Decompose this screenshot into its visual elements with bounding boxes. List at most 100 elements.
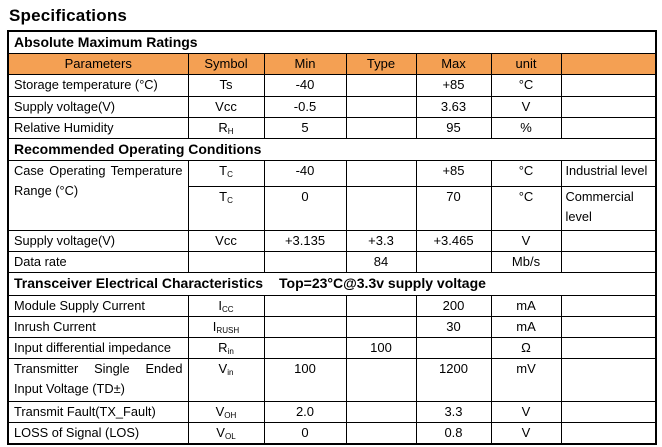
cell-note — [560, 74, 657, 97]
section-header-row: Transceiver Electrical Characteristics To… — [7, 272, 657, 296]
cell-type: 84 — [345, 251, 417, 273]
cell-type — [345, 422, 417, 445]
table-row: Storage temperature (°C) Ts -40 +85 °C — [7, 74, 657, 97]
cell-min: 2.0 — [263, 401, 347, 423]
section-header-row: Recommended Operating Conditions — [7, 138, 657, 161]
cell-symbol: Ts — [187, 74, 265, 97]
section-subtitle: Top=23°C@3.3v supply voltage — [279, 275, 486, 291]
cell-type — [345, 401, 417, 423]
cell-note — [560, 295, 657, 317]
cell-type — [345, 96, 417, 118]
column-header-parameters: Parameters — [7, 53, 189, 75]
cell-unit: Ω — [490, 337, 562, 359]
cell-symbol: IRUSH — [187, 316, 265, 338]
cell-parameter: Supply voltage(V) — [7, 96, 189, 118]
symbol-subscript: CC — [222, 305, 234, 314]
column-header-row: Parameters Symbol Min Type Max unit — [7, 53, 657, 75]
cell-type — [345, 316, 417, 338]
table-row: Case Operating Temperature Range (°C) TC… — [7, 160, 657, 231]
cell-max: +85 — [415, 160, 492, 187]
cell-parameter: Supply voltage(V) — [7, 230, 189, 252]
cell-parameter: Module Supply Current — [7, 295, 189, 317]
cell-unit: V — [490, 401, 562, 423]
symbol-subscript: C — [227, 196, 233, 205]
cell-note — [560, 251, 657, 273]
cell-symbol: VOL — [187, 422, 265, 445]
section-title-recommended-operating-conditions: Recommended Operating Conditions — [7, 138, 657, 161]
cell-max: 3.3 — [415, 401, 492, 423]
cell-type — [345, 160, 417, 187]
cell-symbol: RH — [187, 117, 265, 139]
column-header-min: Min — [263, 53, 347, 75]
cell-symbol: TC — [187, 160, 265, 187]
cell-min: -0.5 — [263, 96, 347, 118]
table-row: Transmit Fault(TX_Fault) VOH 2.0 3.3 V — [7, 401, 657, 423]
cell-max: 200 — [415, 295, 492, 317]
cell-min: 5 — [263, 117, 347, 139]
specifications-table: Absolute Maximum Ratings Parameters Symb… — [7, 30, 658, 445]
cell-note — [560, 316, 657, 338]
cell-min — [263, 295, 347, 317]
cell-min: 0 — [263, 186, 347, 231]
symbol-base: V — [216, 425, 225, 440]
column-header-extra — [560, 53, 657, 75]
symbol-subscript: H — [227, 127, 234, 136]
cell-symbol: Vcc — [187, 96, 265, 118]
cell-unit: °C — [490, 160, 562, 187]
table-row: Input differential impedance Rin 100 Ω — [7, 337, 657, 359]
cell-note — [560, 117, 657, 139]
table-row: Inrush Current IRUSH 30 mA — [7, 316, 657, 338]
cell-symbol: ICC — [187, 295, 265, 317]
table-row: Supply voltage(V) Vcc -0.5 3.63 V — [7, 96, 657, 118]
table-row: TC 0 70 °C Commercial level — [8, 186, 657, 231]
cell-parameter: Transmitter Single Ended Input Voltage (… — [7, 358, 189, 402]
cell-symbol: Vin — [187, 358, 265, 402]
cell-note — [560, 422, 657, 445]
cell-unit: V — [490, 422, 562, 445]
symbol-base: Vcc — [215, 99, 237, 114]
symbol-subscript: C — [227, 170, 233, 179]
section-header-row: Absolute Maximum Ratings — [7, 30, 657, 54]
cell-unit: mA — [490, 295, 562, 317]
cell-unit: Mb/s — [490, 251, 562, 273]
cell-note: Commercial level — [560, 186, 657, 231]
cell-note — [560, 358, 657, 402]
symbol-subscript: OL — [224, 432, 236, 441]
cell-parameter: Input differential impedance — [7, 337, 189, 359]
cell-min — [263, 251, 347, 273]
cell-symbol: Vcc — [187, 230, 265, 252]
cell-min — [263, 316, 347, 338]
cell-unit: mA — [490, 316, 562, 338]
cell-unit: °C — [490, 74, 562, 97]
cell-note — [560, 337, 657, 359]
cell-symbol: TC — [187, 186, 265, 231]
cell-max — [415, 251, 492, 273]
symbol-base: V — [215, 404, 225, 419]
cell-symbol: Rin — [187, 337, 265, 359]
cell-max: 30 — [415, 316, 492, 338]
cell-type — [345, 295, 417, 317]
column-header-unit: unit — [490, 53, 562, 75]
cell-unit: °C — [490, 186, 562, 231]
cell-max: 95 — [415, 117, 492, 139]
cell-unit: mV — [490, 358, 562, 402]
cell-type — [345, 117, 417, 139]
cell-parameter: LOSS of Signal (LOS) — [7, 422, 189, 445]
table-row: Data rate 84 Mb/s — [7, 251, 657, 273]
section-title-transceiver-electrical-characteristics: Transceiver Electrical Characteristics To… — [7, 272, 657, 296]
symbol-base: I — [212, 319, 217, 334]
section-title: Transceiver Electrical Characteristics — [14, 275, 264, 291]
cell-parameter: Storage temperature (°C) — [7, 74, 189, 97]
cell-unit: V — [490, 96, 562, 118]
symbol-base: Vcc — [215, 233, 237, 248]
cell-max: 3.63 — [415, 96, 492, 118]
cell-unit: % — [490, 117, 562, 139]
symbol-subscript: RUSH — [216, 326, 240, 335]
symbol-base: I — [218, 298, 222, 313]
section-title-absolute-maximum-ratings: Absolute Maximum Ratings — [7, 30, 657, 54]
table-row: Supply voltage(V) Vcc +3.135 +3.3 +3.465… — [7, 230, 657, 252]
cell-min: 0 — [263, 422, 347, 445]
symbol-base: R — [218, 120, 228, 135]
page-title: Specifications — [9, 6, 128, 25]
symbol-subscript: in — [227, 347, 234, 356]
